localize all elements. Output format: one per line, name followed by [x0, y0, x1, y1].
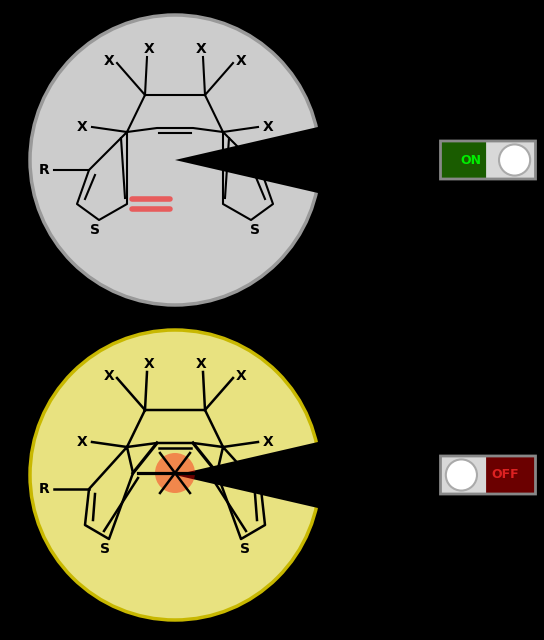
Text: ON: ON: [460, 154, 481, 166]
Text: X: X: [77, 120, 88, 134]
Text: R: R: [39, 163, 50, 177]
Text: R: R: [301, 163, 311, 177]
Text: X: X: [77, 435, 88, 449]
Wedge shape: [175, 127, 323, 193]
Wedge shape: [175, 442, 323, 508]
Text: X: X: [144, 42, 154, 56]
Text: S: S: [90, 223, 100, 237]
Text: OFF: OFF: [491, 468, 519, 481]
Text: S: S: [250, 223, 260, 237]
Text: X: X: [196, 357, 206, 371]
Text: R: R: [39, 482, 50, 496]
Text: X: X: [103, 54, 114, 68]
FancyBboxPatch shape: [486, 141, 535, 179]
Text: X: X: [263, 120, 274, 134]
Text: S: S: [240, 542, 250, 556]
Circle shape: [155, 453, 195, 493]
Circle shape: [30, 15, 320, 305]
Text: X: X: [236, 54, 246, 68]
Circle shape: [30, 330, 320, 620]
Text: X: X: [236, 369, 246, 383]
Text: X: X: [144, 357, 154, 371]
Circle shape: [446, 460, 477, 491]
Text: R: R: [301, 482, 311, 496]
Circle shape: [499, 145, 530, 175]
FancyBboxPatch shape: [486, 456, 535, 494]
Text: X: X: [196, 42, 206, 56]
Text: X: X: [263, 435, 274, 449]
Text: S: S: [100, 542, 110, 556]
Text: X: X: [103, 369, 114, 383]
FancyBboxPatch shape: [441, 456, 490, 494]
FancyBboxPatch shape: [441, 141, 490, 179]
